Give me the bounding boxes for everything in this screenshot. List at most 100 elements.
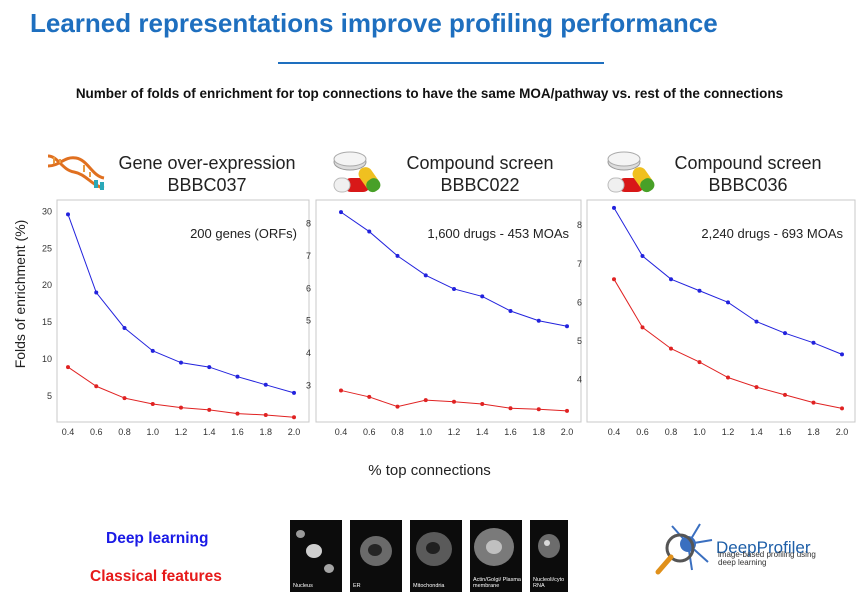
chart-2-point-deep-3	[423, 273, 428, 278]
chart-3-ytick-0: 4	[577, 374, 582, 384]
chart-2-point-classical-3	[423, 398, 428, 403]
chart-3-frame	[586, 199, 856, 423]
legend-deep-learning: Deep learning	[106, 530, 209, 547]
chart-1-ytick-0: 5	[47, 391, 52, 401]
cell-caption-mitochondria: Mitochondria	[413, 583, 445, 589]
chart-3-point-deep-5	[754, 319, 759, 324]
chart-1-ytick-4: 25	[42, 243, 52, 253]
chart-3-xtick-7: 1.8	[807, 427, 820, 437]
chart-2-xtick-2: 0.8	[391, 427, 404, 437]
panel-3-header: Compound screen BBBC036	[640, 152, 856, 196]
panel-3-line2: BBBC036	[708, 175, 788, 195]
brand-name: DeepProfiler	[716, 538, 811, 557]
chart-1-point-classical-1	[94, 384, 99, 389]
chart-1-ytick-1: 10	[42, 354, 52, 364]
chart-3-annotation: 2,240 drugs - 693 MOAs	[701, 226, 843, 241]
chart-2-frame	[315, 199, 582, 423]
chart-2-point-deep-0	[339, 210, 343, 215]
chart-3-point-classical-5	[754, 385, 759, 390]
panel-1-line1: Gene over-expression	[118, 153, 296, 173]
chart-2-point-classical-8	[565, 408, 569, 413]
chart-3-point-classical-1	[640, 325, 645, 330]
chart-1-point-classical-4	[179, 405, 183, 410]
chart-3-point-classical-3	[697, 360, 702, 365]
chart-2-xtick-5: 1.4	[476, 427, 489, 437]
chart-2-point-classical-1	[367, 394, 372, 399]
chart-2-ytick-2: 5	[306, 316, 311, 326]
chart-2-xtick-8: 2.0	[561, 427, 574, 437]
panel-1-line2: BBBC037	[167, 175, 247, 195]
chart-3-point-deep-1	[640, 254, 645, 259]
chart-1-point-classical-2	[122, 396, 127, 401]
chart-2-point-classical-2	[395, 404, 400, 409]
chart-3-point-classical-6	[783, 392, 787, 397]
chart-3-xtick-4: 1.2	[722, 427, 735, 437]
cell-image-nucleus: Nucleus	[290, 520, 342, 592]
chart-2-point-classical-6	[508, 406, 513, 411]
chart-2-xtick-7: 1.8	[532, 427, 545, 437]
chart-2-point-classical-0	[339, 388, 343, 393]
chart-1-xtick-6: 1.6	[231, 427, 244, 437]
chart-1-xtick-4: 1.2	[175, 427, 188, 437]
chart-3-ytick-2: 6	[577, 297, 582, 307]
chart-2-point-deep-6	[508, 309, 513, 313]
chart-2-point-deep-5	[480, 294, 485, 299]
chart-1-ytick-3: 20	[42, 280, 52, 290]
chart-3-point-classical-4	[726, 375, 730, 380]
slide-title: Learned representations improve profilin…	[30, 8, 718, 38]
chart-2-xtick-0: 0.4	[335, 427, 348, 437]
chart-3-xtick-6: 1.6	[779, 427, 792, 437]
pills-icon	[607, 151, 655, 193]
chart-2-ytick-4: 7	[306, 251, 311, 261]
chart-2-point-deep-4	[452, 286, 456, 291]
chart-1-point-classical-6	[235, 411, 240, 416]
panel-1-header: Gene over-expression BBBC037	[92, 152, 322, 196]
deepprofiler-logo-icon	[655, 523, 713, 575]
chart-1-ytick-5: 30	[42, 206, 52, 216]
pills-icon	[333, 151, 381, 193]
chart-1-point-classical-3	[150, 401, 155, 406]
chart-3-xtick-0: 0.4	[608, 427, 621, 437]
chart-1-point-deep-7	[263, 382, 268, 387]
chart-3-xtick-1: 0.6	[636, 427, 649, 437]
chart-3-ytick-3: 7	[577, 259, 582, 269]
cell-image-er: ER	[350, 520, 402, 592]
slide-subtitle: Number of folds of enrichment for top co…	[75, 86, 784, 101]
panel-3-line1: Compound screen	[674, 153, 822, 173]
chart-3-point-deep-6	[783, 331, 787, 336]
chart-1-annotation: 200 genes (ORFs)	[190, 226, 297, 241]
chart-1-ytick-2: 15	[42, 317, 52, 327]
chart-3-point-deep-7	[811, 340, 816, 345]
chart-2-ytick-0: 3	[306, 381, 311, 391]
chart-2-xtick-4: 1.2	[448, 427, 461, 437]
chart-2-point-deep-2	[395, 253, 400, 258]
chart-2-xtick-3: 1.0	[419, 427, 432, 437]
chart-3-point-deep-4	[726, 300, 730, 305]
chart-3-ytick-4: 8	[577, 220, 582, 230]
chart-1-point-deep-5	[207, 365, 212, 370]
chart-3-point-classical-7	[811, 400, 816, 405]
chart-1-xtick-1: 0.6	[90, 427, 103, 437]
chart-1-line-deep	[67, 214, 295, 394]
panel-2-line2: BBBC022	[440, 175, 520, 195]
cell-caption-er: ER	[353, 583, 361, 589]
chart-3-ytick-1: 5	[577, 336, 582, 346]
chart-1-point-deep-4	[179, 360, 183, 365]
chart-1-xtick-3: 1.0	[146, 427, 159, 437]
chart-1-point-deep-6	[235, 374, 240, 379]
chart-3-xtick-5: 1.4	[750, 427, 763, 437]
cell-caption-nucleoli: Nucleoli/cyto RNA	[533, 577, 565, 589]
chart-1-frame	[56, 199, 310, 423]
cell-image-mitochondria: Mitochondria	[410, 520, 462, 592]
chart-1-xtick-2: 0.8	[118, 427, 131, 437]
chart-3-point-deep-2	[669, 277, 673, 282]
chart-3-point-deep-0	[612, 205, 616, 210]
chart-1-line-classical	[67, 366, 295, 418]
chart-3-point-deep-8	[840, 352, 844, 357]
chart-2-annotation: 1,600 drugs - 453 MOAs	[427, 226, 569, 241]
chart-1-xtick-0: 0.4	[62, 427, 75, 437]
chart-1-xtick-5: 1.4	[203, 427, 216, 437]
chart-2-ytick-1: 4	[306, 348, 311, 358]
chart-1-point-deep-1	[94, 290, 99, 295]
